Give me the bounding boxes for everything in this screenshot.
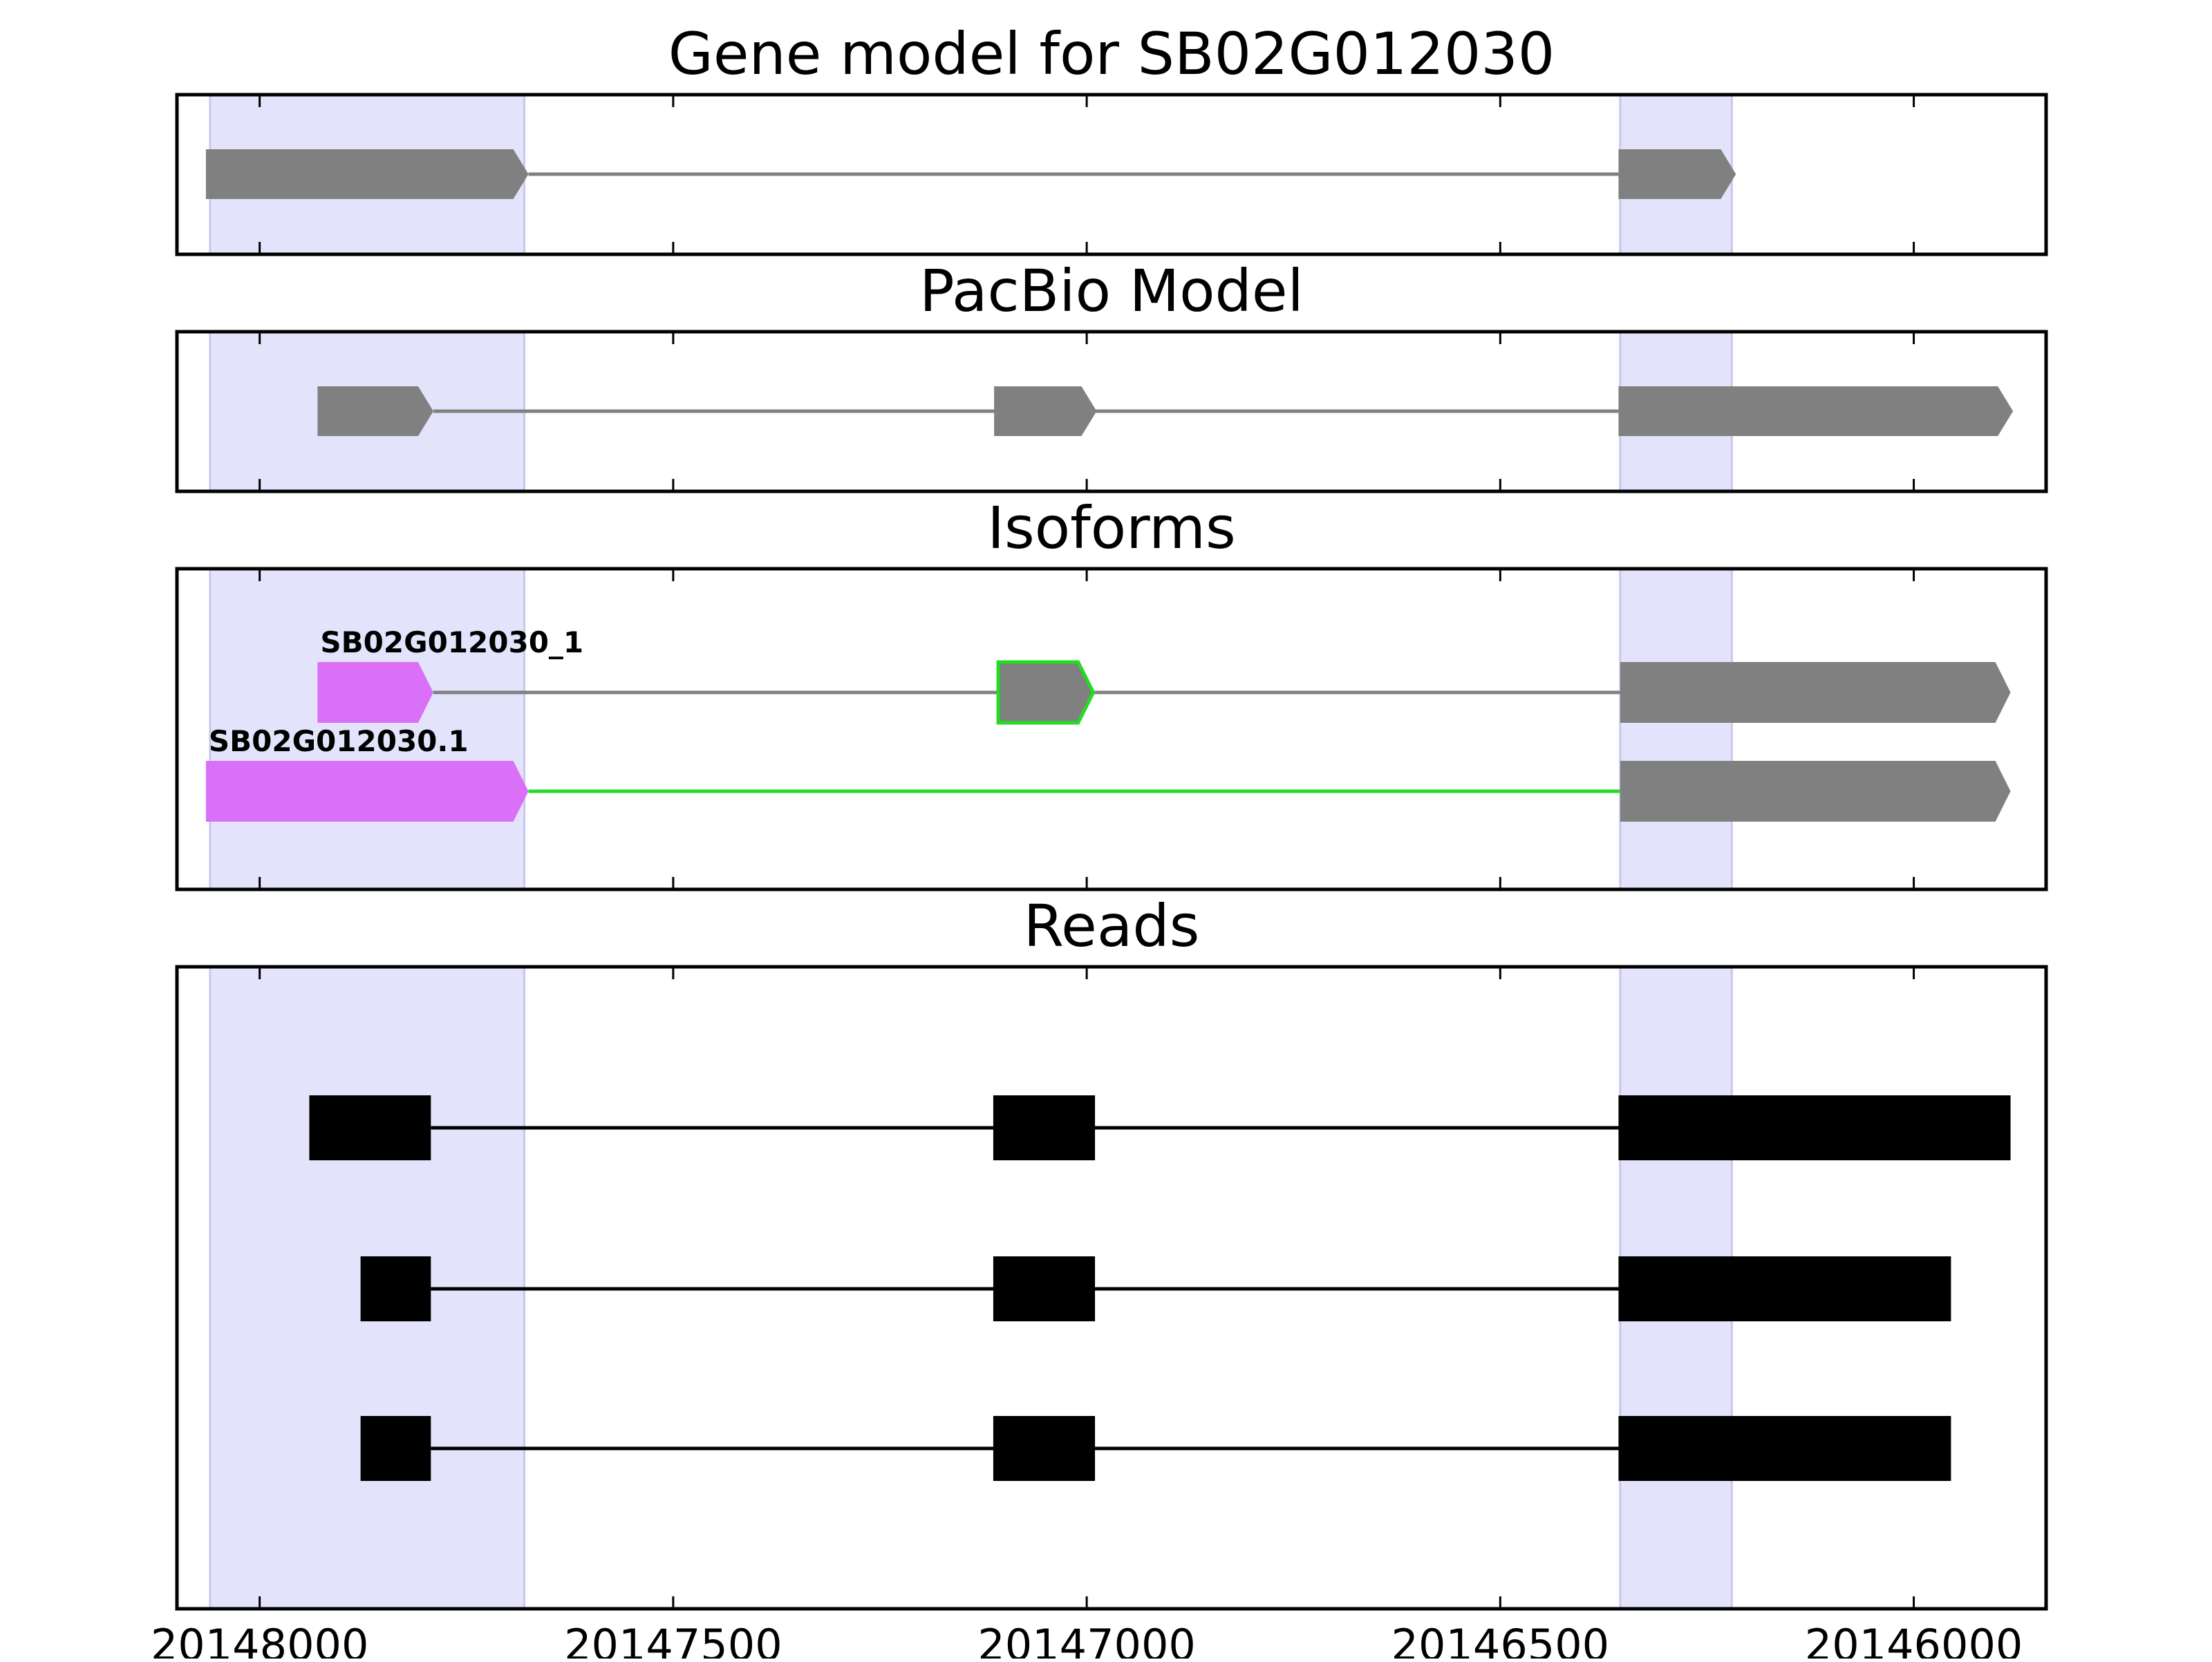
panel-frame-gene — [175, 93, 2048, 256]
highlight-region-isoforms-0 — [209, 567, 526, 891]
exon-reads-2-1 — [993, 1416, 1096, 1481]
isoform-label: SB02G012030_1 — [320, 625, 583, 659]
exon-gene-0-1 — [1618, 149, 1736, 199]
track-reads-1 — [360, 1256, 1951, 1321]
exon-isoforms-0-0 — [317, 662, 433, 723]
x-tick-label: 20147500 — [564, 1620, 782, 1659]
exon-reads-0-0 — [309, 1095, 431, 1160]
track-reads-0 — [309, 1095, 2011, 1160]
panel-pacbio: PacBio Model — [175, 257, 2048, 493]
panel-frame-isoforms — [175, 567, 2048, 891]
track-pacbio-0 — [317, 386, 2014, 436]
panel-title-pacbio: PacBio Model — [919, 257, 1304, 325]
exon-reads-2-0 — [360, 1416, 431, 1481]
track-reads-2 — [360, 1416, 1951, 1481]
panel-reads: Reads — [175, 892, 2048, 1611]
exon-reads-0-1 — [993, 1095, 1096, 1160]
exon-pacbio-0-2 — [1618, 386, 2014, 436]
panel-gene: Gene model for SB02G012030 — [175, 20, 2048, 256]
exon-gene-0-0 — [205, 149, 529, 199]
panel-title-gene: Gene model for SB02G012030 — [668, 20, 1555, 88]
panel-frame-reads — [175, 965, 2048, 1611]
track-gene-0 — [205, 149, 1736, 199]
exon-pacbio-0-1 — [994, 386, 1097, 436]
track-isoforms-0: SB02G012030_1 — [317, 625, 2011, 725]
exon-isoforms-1-0 — [205, 761, 529, 822]
x-tick-label: 20148000 — [151, 1620, 369, 1659]
panel-isoforms: Isoforms SB02G012030_1 SB02G012030.1 — [175, 494, 2048, 891]
track-isoforms-1: SB02G012030.1 — [205, 724, 2011, 822]
isoform-label: SB02G012030.1 — [209, 724, 469, 758]
exon-reads-2-2 — [1618, 1416, 1951, 1481]
highlight-region-isoforms-1 — [1619, 567, 1733, 891]
exon-pacbio-0-0 — [317, 386, 433, 436]
exon-isoforms-0-1 — [996, 660, 1096, 725]
x-tick-label: 20146000 — [1805, 1620, 2023, 1659]
exon-reads-0-2 — [1618, 1095, 2011, 1160]
x-tick-label: 20146500 — [1391, 1620, 1610, 1659]
panel-frame-pacbio — [175, 330, 2048, 493]
exon-isoforms-0-2 — [1620, 662, 2011, 723]
panel-title-reads: Reads — [1024, 892, 1200, 960]
exon-reads-1-1 — [993, 1256, 1096, 1321]
exon-reads-1-2 — [1618, 1256, 1951, 1321]
panel-title-isoforms: Isoforms — [987, 494, 1236, 562]
x-tick-label: 20147000 — [977, 1620, 1196, 1659]
exon-isoforms-1-1 — [1620, 761, 2011, 822]
exon-reads-1-0 — [360, 1256, 431, 1321]
